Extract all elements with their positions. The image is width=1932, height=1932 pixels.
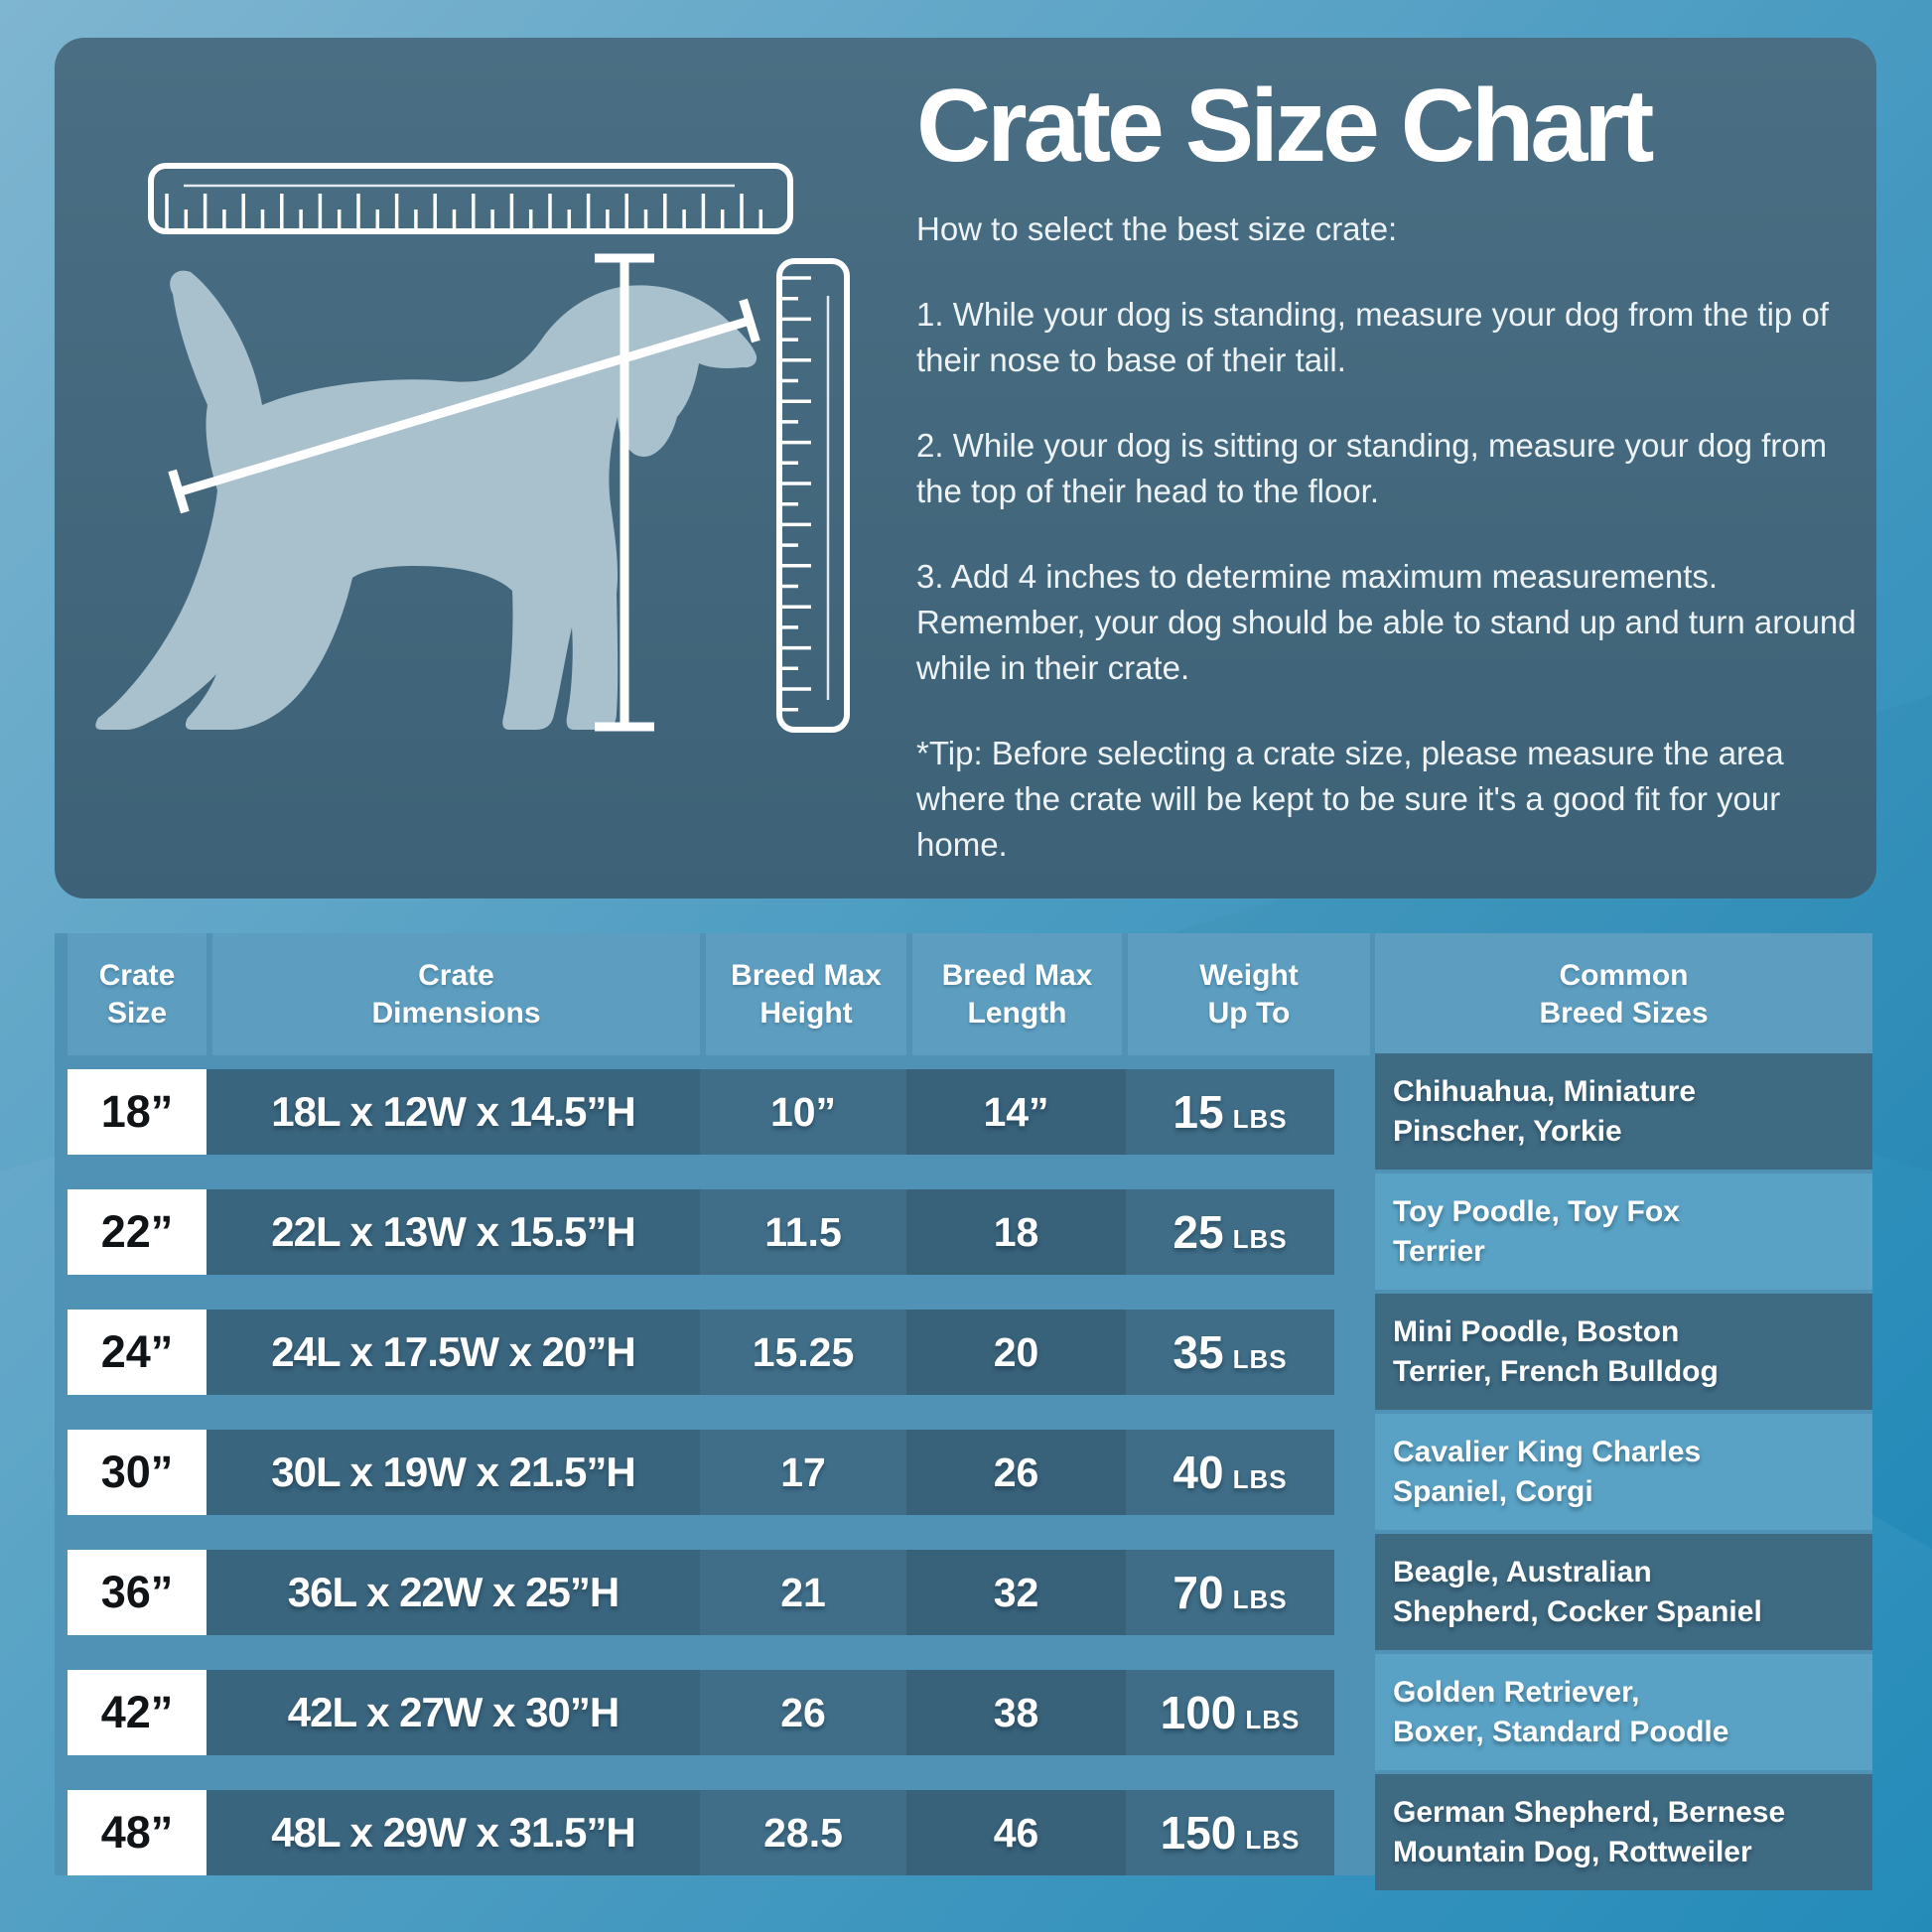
vertical-ruler-icon (776, 258, 850, 733)
dimensions-cell: 22L x 13W x 15.5”H (207, 1189, 700, 1275)
page-title: Crate Size Chart (916, 69, 1654, 184)
horizontal-ruler-icon (148, 163, 793, 234)
instruction-step: 1. While your dog is standing, measure y… (916, 295, 1829, 378)
breeds-cell: Toy Poodle, Toy Fox Terrier (1375, 1173, 1872, 1290)
max-length-cell: 32 (906, 1550, 1126, 1635)
breeds-cell: Mini Poodle, Boston Terrier, French Bull… (1375, 1294, 1872, 1410)
weight-unit: LBS (1232, 1463, 1288, 1494)
dimensions-cell: 42L x 27W x 30”H (207, 1670, 700, 1755)
dog-silhouette-icon (95, 270, 758, 730)
weight-cell: 70 LBS (1126, 1550, 1334, 1635)
dimensions-cell: 30L x 19W x 21.5”H (207, 1430, 700, 1515)
instruction-steps: 1. While your dog is standing, measure y… (916, 292, 1862, 691)
max-height-cell: 10” (700, 1069, 906, 1155)
weight-cell: 40 LBS (1126, 1430, 1334, 1515)
crate-size-cell: 42” (68, 1670, 207, 1755)
table-row: 42” 42L x 27W x 30”H 26 38 100 LBS Golde… (55, 1654, 1876, 1770)
instruction-step: 3. Add 4 inches to determine maximum mea… (916, 557, 1857, 686)
crate-size-cell: 24” (68, 1310, 207, 1395)
breeds-cell: Golden Retriever, Boxer, Standard Poodle (1375, 1654, 1872, 1770)
crate-size-cell: 22” (68, 1189, 207, 1275)
info-panel: Crate Size Chart How to select the best … (55, 38, 1876, 898)
weight-value: 100 (1160, 1687, 1237, 1738)
weight-value: 15 (1173, 1086, 1224, 1138)
table-row: 36” 36L x 22W x 25”H 21 32 70 LBS Beagle… (55, 1534, 1876, 1650)
weight-unit: LBS (1245, 1824, 1301, 1855)
dog-measuring-illustration (95, 163, 850, 733)
weight-unit: LBS (1232, 1343, 1288, 1374)
max-height-cell: 11.5 (700, 1189, 906, 1275)
weight-cell: 100 LBS (1126, 1670, 1334, 1755)
weight-unit: LBS (1232, 1584, 1288, 1614)
crate-size-cell: 48” (68, 1790, 207, 1875)
max-length-cell: 38 (906, 1670, 1126, 1755)
breeds-cell: Beagle, Australian Shepherd, Cocker Span… (1375, 1534, 1872, 1650)
max-height-cell: 28.5 (700, 1790, 906, 1875)
panel-subtitle: How to select the best size crate: (916, 209, 1398, 247)
weight-value: 150 (1160, 1807, 1237, 1859)
breeds-cell: German Shepherd, Bernese Mountain Dog, R… (1375, 1774, 1872, 1890)
table-row: 18” 18L x 12W x 14.5”H 10” 14” 15 LBS Ch… (55, 1053, 1876, 1170)
header-cell-max-length: Breed Max Length (912, 933, 1122, 1055)
height-measure-line (595, 253, 654, 732)
breeds-cell: Chihuahua, Miniature Pinscher, Yorkie (1375, 1053, 1872, 1170)
max-length-cell: 26 (906, 1430, 1126, 1515)
instruction-step: 2. While your dog is sitting or standing… (916, 426, 1828, 509)
weight-cell: 150 LBS (1126, 1790, 1334, 1875)
max-length-cell: 46 (906, 1790, 1126, 1875)
breeds-cell: Cavalier King Charles Spaniel, Corgi (1375, 1414, 1872, 1530)
panel-text-column: Crate Size Chart How to select the best … (916, 68, 1862, 868)
max-length-cell: 20 (906, 1310, 1126, 1395)
max-length-cell: 14” (906, 1069, 1126, 1155)
dimensions-cell: 36L x 22W x 25”H (207, 1550, 700, 1635)
dimensions-cell: 48L x 29W x 31.5”H (207, 1790, 700, 1875)
crate-size-cell: 36” (68, 1550, 207, 1635)
table-row: 24” 24L x 17.5W x 20”H 15.25 20 35 LBS M… (55, 1294, 1876, 1410)
weight-cell: 35 LBS (1126, 1310, 1334, 1395)
tip-text: *Tip: Before selecting a crate size, ple… (916, 734, 1784, 863)
header-cell-breeds: Common Breed Sizes (1375, 933, 1872, 1055)
weight-unit: LBS (1245, 1704, 1301, 1734)
header-cell-max-height: Breed Max Height (706, 933, 906, 1055)
dimensions-cell: 24L x 17.5W x 20”H (207, 1310, 700, 1395)
header-cell-crate-size: Crate Size (68, 933, 207, 1055)
max-height-cell: 21 (700, 1550, 906, 1635)
table-row: 22” 22L x 13W x 15.5”H 11.5 18 25 LBS To… (55, 1173, 1876, 1290)
weight-unit: LBS (1232, 1223, 1288, 1254)
header-cell-dimensions: Crate Dimensions (212, 933, 700, 1055)
header-cell-weight: Weight Up To (1128, 933, 1370, 1055)
weight-cell: 15 LBS (1126, 1069, 1334, 1155)
max-length-cell: 18 (906, 1189, 1126, 1275)
weight-unit: LBS (1232, 1103, 1288, 1134)
dimensions-cell: 18L x 12W x 14.5”H (207, 1069, 700, 1155)
weight-value: 25 (1173, 1206, 1224, 1258)
max-height-cell: 17 (700, 1430, 906, 1515)
weight-value: 70 (1173, 1567, 1224, 1618)
weight-value: 35 (1173, 1326, 1224, 1378)
table-row: 48” 48L x 29W x 31.5”H 28.5 46 150 LBS G… (55, 1774, 1876, 1890)
max-height-cell: 15.25 (700, 1310, 906, 1395)
max-height-cell: 26 (700, 1670, 906, 1755)
crate-size-cell: 18” (68, 1069, 207, 1155)
weight-cell: 25 LBS (1126, 1189, 1334, 1275)
crate-size-table: Crate Size Crate Dimensions Breed Max He… (55, 933, 1876, 1892)
crate-size-cell: 30” (68, 1430, 207, 1515)
length-measure-line (168, 298, 760, 514)
table-row: 30” 30L x 19W x 21.5”H 17 26 40 LBS Cava… (55, 1414, 1876, 1530)
weight-value: 40 (1173, 1447, 1224, 1498)
